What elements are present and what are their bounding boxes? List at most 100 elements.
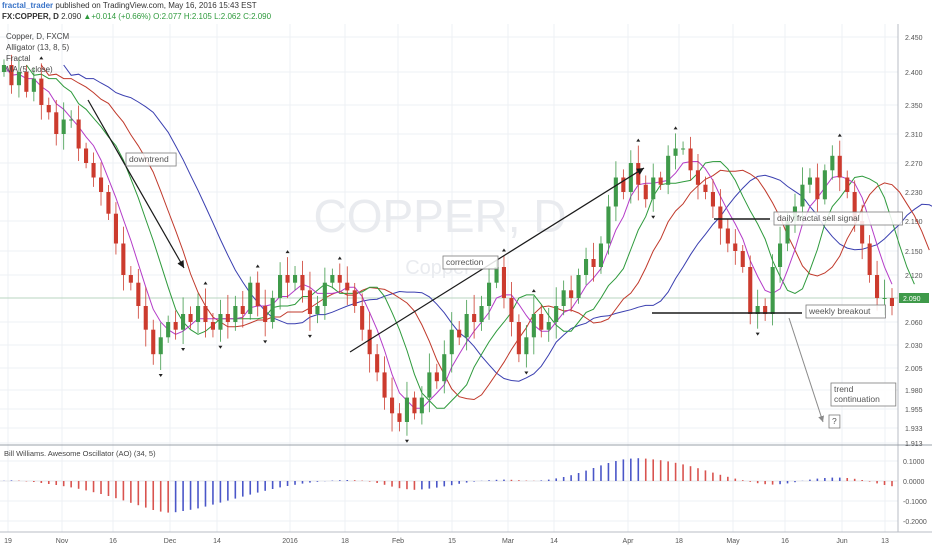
- candle-body: [457, 329, 462, 338]
- candle-body: [778, 243, 783, 267]
- ao-y-tick-label: 0.1000: [903, 459, 925, 466]
- fractal-down-marker: [307, 334, 312, 338]
- candle-body: [113, 213, 118, 244]
- fractal-down-marker: [181, 348, 186, 352]
- y-tick-label: 1.933: [905, 426, 923, 433]
- x-tick-label: Dec: [164, 538, 177, 545]
- candle-body: [598, 243, 603, 267]
- candle-body: [69, 119, 74, 121]
- candle-body: [569, 290, 574, 298]
- fractal-up-marker: [39, 56, 44, 60]
- fractal-down-marker: [524, 371, 529, 375]
- sell-signal-label-text: daily fractal sell signal: [777, 213, 860, 223]
- y-tick-label: 2.120: [905, 273, 923, 280]
- candle-body: [166, 322, 171, 338]
- x-tick-label: May: [726, 538, 740, 545]
- candle-body: [225, 314, 230, 322]
- candle-body: [725, 228, 730, 244]
- fractal-down-marker: [158, 374, 163, 378]
- indicator-ma[interactable]: MA (5, close): [6, 65, 53, 74]
- candle-body: [300, 275, 305, 291]
- candle-body: [293, 275, 298, 283]
- fractal-up-marker: [531, 289, 536, 293]
- candle-body: [412, 397, 417, 414]
- candle-body: [501, 267, 506, 298]
- fractal-up-marker: [203, 281, 208, 285]
- indicator-fractal[interactable]: Fractal: [6, 54, 31, 63]
- candle-body: [606, 206, 611, 244]
- candle-body: [882, 298, 887, 299]
- candle-body: [852, 192, 857, 221]
- candle-body: [240, 306, 245, 314]
- ma-line: [3, 64, 893, 409]
- y-tick-label: 2.030: [905, 343, 923, 350]
- ao-title: Bill Williams. Awesome Oscillator (AO) (…: [4, 449, 156, 458]
- y-tick-label: 2.060: [905, 320, 923, 327]
- publish-line: fractal_trader published on TradingView.…: [2, 1, 257, 10]
- candle-body: [479, 306, 484, 322]
- candle-body: [352, 290, 357, 306]
- symbol-name: FX:COPPER, D: [2, 12, 59, 21]
- y-tick-label: 1.955: [905, 407, 923, 414]
- x-tick-label: Apr: [623, 538, 635, 545]
- candle-body: [9, 65, 14, 86]
- candle-body: [345, 282, 350, 291]
- candle-body: [233, 306, 238, 322]
- candle-body: [800, 184, 805, 207]
- candle-body: [173, 322, 178, 330]
- candle-body: [404, 397, 409, 422]
- candle-body: [658, 177, 663, 185]
- indicator-series[interactable]: Copper, D, FXCM: [6, 32, 70, 41]
- candle-body: [31, 78, 36, 92]
- fractal-up-marker: [673, 126, 678, 130]
- fractal-up-marker: [285, 250, 290, 254]
- candle-body: [449, 329, 454, 355]
- candle-body: [539, 314, 544, 330]
- continuation-label-text: continuation: [834, 394, 880, 404]
- candle-body: [733, 243, 738, 251]
- candle-body: [576, 275, 581, 298]
- candle-body: [770, 267, 775, 314]
- candle-body: [442, 354, 447, 382]
- candle-body: [554, 306, 559, 322]
- candle-body: [681, 148, 686, 150]
- candle-body: [494, 267, 499, 283]
- candle-body: [315, 306, 320, 314]
- correction-label-box: [442, 255, 499, 270]
- author-name[interactable]: fractal_trader: [2, 1, 54, 10]
- y-tick-label: 2.400: [905, 70, 923, 77]
- candle-body: [121, 243, 126, 275]
- x-tick-label: Nov: [56, 538, 69, 545]
- continuation-arrow: [788, 317, 824, 423]
- x-tick-label: 19: [4, 538, 12, 545]
- downtrend-label-box: [125, 152, 177, 167]
- question-label-box: [828, 414, 841, 429]
- fractal-down-marker: [218, 345, 223, 349]
- candle-body: [285, 275, 290, 283]
- candle-body: [628, 163, 633, 192]
- candle-body: [278, 275, 283, 298]
- x-tick-label: 13: [881, 538, 889, 545]
- candle-body: [203, 306, 208, 322]
- candle-body: [322, 282, 327, 306]
- candle-body: [360, 306, 365, 330]
- candle-body: [837, 155, 842, 178]
- candle-body: [673, 148, 678, 156]
- x-tick-label: 16: [781, 538, 789, 545]
- candle-body: [651, 177, 656, 200]
- indicator-alligator[interactable]: Alligator (13, 8, 5): [6, 43, 70, 52]
- candle-body: [218, 314, 223, 330]
- candle-body: [695, 170, 700, 185]
- candle-body: [255, 282, 260, 306]
- candle-body: [128, 275, 133, 283]
- question-label-text: ?: [832, 416, 837, 426]
- last-price: 2.090: [61, 12, 82, 21]
- x-tick-label: 14: [550, 538, 558, 545]
- candle-body: [151, 329, 156, 355]
- ohlc-close: C:2.090: [243, 12, 272, 21]
- candle-body: [181, 314, 186, 330]
- candle-body: [688, 148, 693, 171]
- candle-body: [367, 329, 372, 355]
- candle-body: [91, 163, 96, 178]
